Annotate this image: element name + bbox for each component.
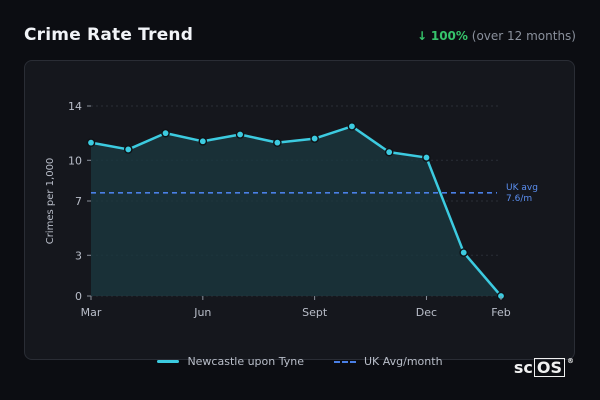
legend-item-series[interactable]: Newcastle upon Tyne — [157, 355, 304, 368]
data-point[interactable] — [198, 136, 208, 146]
chart-legend: Newcastle upon Tyne UK Avg/month — [0, 355, 600, 368]
data-point[interactable] — [422, 153, 431, 162]
logo-text: sc — [513, 358, 533, 377]
uk-average-label: UK avg — [506, 183, 538, 193]
data-point[interactable] — [161, 128, 170, 138]
x-tick-label: Feb — [491, 306, 510, 319]
data-point[interactable] — [273, 138, 282, 147]
down-arrow-icon: ↓ — [416, 29, 428, 43]
legend-item-reference[interactable]: UK Avg/month — [334, 355, 443, 368]
y-tick-label: 0 — [75, 290, 82, 303]
reference-swatch — [334, 360, 356, 363]
data-point[interactable] — [86, 138, 96, 147]
data-point[interactable] — [384, 147, 394, 157]
logo-boxed-text: OS — [533, 358, 565, 377]
registered-mark: ® — [567, 357, 574, 365]
data-point[interactable] — [347, 122, 357, 131]
data-point[interactable] — [123, 145, 133, 154]
data-point[interactable] — [459, 248, 469, 257]
y-tick-label: 14 — [68, 100, 82, 113]
uk-average-value: 7.6/m — [506, 194, 532, 204]
y-tick-label: 7 — [75, 195, 82, 208]
x-tick-label: Sept — [302, 306, 328, 319]
y-tick-label: 3 — [75, 249, 82, 262]
data-point[interactable] — [235, 130, 245, 139]
x-tick-label: Jun — [193, 306, 211, 319]
data-point[interactable] — [310, 134, 319, 143]
y-axis-label: Crimes per 1,000 — [45, 158, 56, 245]
legend-series-label: Newcastle upon Tyne — [187, 355, 304, 368]
series-area — [91, 126, 501, 296]
series-line — [90, 125, 502, 297]
x-tick-label: Mar — [81, 306, 102, 319]
x-tick-label: Dec — [416, 306, 437, 319]
legend-reference-label: UK Avg/month — [364, 355, 443, 368]
y-tick-label: 10 — [68, 154, 82, 167]
chart-title: Crime Rate Trend — [24, 25, 194, 45]
change-indicator: ↓ 100% (over 12 months) — [417, 29, 576, 43]
brand-logo: sc OS ® — [513, 357, 574, 377]
series-swatch — [157, 360, 180, 363]
change-percent: 100% — [430, 29, 468, 43]
change-note: (over 12 months) — [471, 29, 576, 43]
